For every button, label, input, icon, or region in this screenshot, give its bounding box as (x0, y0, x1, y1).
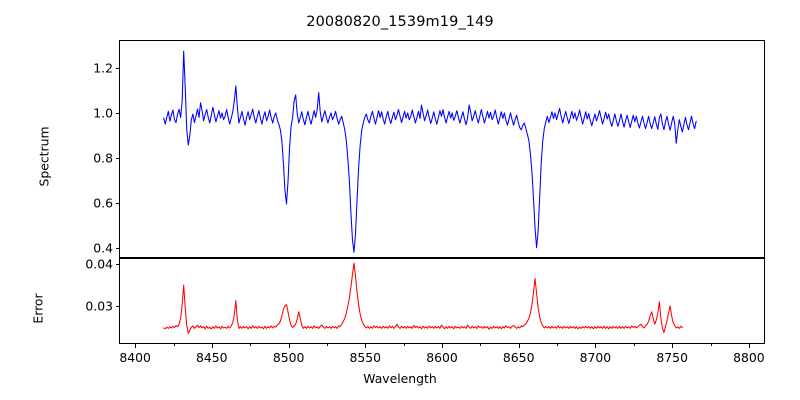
spectrum-ytick-label: 0.6 (93, 195, 113, 211)
error-ytick-label: 0.04 (85, 256, 113, 272)
wavelength-xtick-minor (557, 344, 559, 346)
wavelength-axis-title: Wavelength (363, 371, 437, 386)
wavelength-xtick (518, 344, 520, 348)
wavelength-xtick (365, 344, 367, 348)
wavelength-xtick-minor (250, 344, 252, 346)
spectrum-line (163, 50, 697, 253)
wavelength-xtick-minor (480, 344, 482, 346)
wavelength-xtick-label: 8450 (196, 350, 228, 365)
wavelength-xtick (748, 344, 750, 348)
error-ytick (115, 264, 119, 266)
spectrum-ytick (115, 113, 119, 114)
spectrum-ytick (115, 158, 119, 159)
spectrum-plot-area (119, 40, 765, 258)
figure-title: 20080820_1539m19_149 (306, 14, 494, 30)
wavelength-xtick-label: 8750 (656, 350, 688, 365)
wavelength-xtick (211, 344, 213, 348)
wavelength-xtick-label: 8500 (272, 350, 305, 365)
wavelength-xtick-minor (633, 344, 635, 346)
wavelength-xtick-minor (403, 344, 405, 346)
wavelength-xtick-label: 8550 (349, 350, 382, 365)
wavelength-xtick (672, 344, 674, 348)
wavelength-xtick (288, 344, 290, 348)
wavelength-xtick-label: 8800 (733, 350, 765, 365)
wavelength-xtick-label: 8600 (426, 350, 458, 365)
error-series-svg (163, 262, 683, 334)
wavelength-xtick (595, 344, 597, 348)
spectrum-series-svg (163, 50, 697, 253)
wavelength-xtick-label: 8400 (119, 350, 151, 365)
spectrum-ytick-label: 1.0 (93, 105, 113, 121)
spectrum-ytick-label: 1.2 (93, 60, 113, 76)
error-ytick (115, 305, 119, 307)
spectrum-ytick-label: 0.8 (93, 150, 113, 166)
spectrum-ytick (115, 202, 119, 204)
wavelength-xtick-minor (710, 344, 712, 346)
spectrum-ytick (115, 247, 119, 249)
wavelength-xtick-label: 8650 (502, 350, 535, 365)
spectrum-axis-title: Spectrum (36, 126, 52, 187)
error-plot-area (119, 258, 765, 344)
error-ytick-label: 0.03 (85, 298, 113, 314)
spectrum-ytick (115, 68, 119, 70)
wavelength-xtick-label: 8700 (579, 350, 612, 365)
wavelength-xtick (442, 344, 443, 348)
spectrum-ytick-label: 0.4 (93, 240, 113, 256)
wavelength-xtick-minor (173, 344, 175, 346)
error-axis-title: Error (30, 293, 46, 324)
wavelength-xtick (135, 344, 137, 348)
wavelength-xtick-minor (326, 344, 328, 346)
error-line (163, 262, 683, 334)
